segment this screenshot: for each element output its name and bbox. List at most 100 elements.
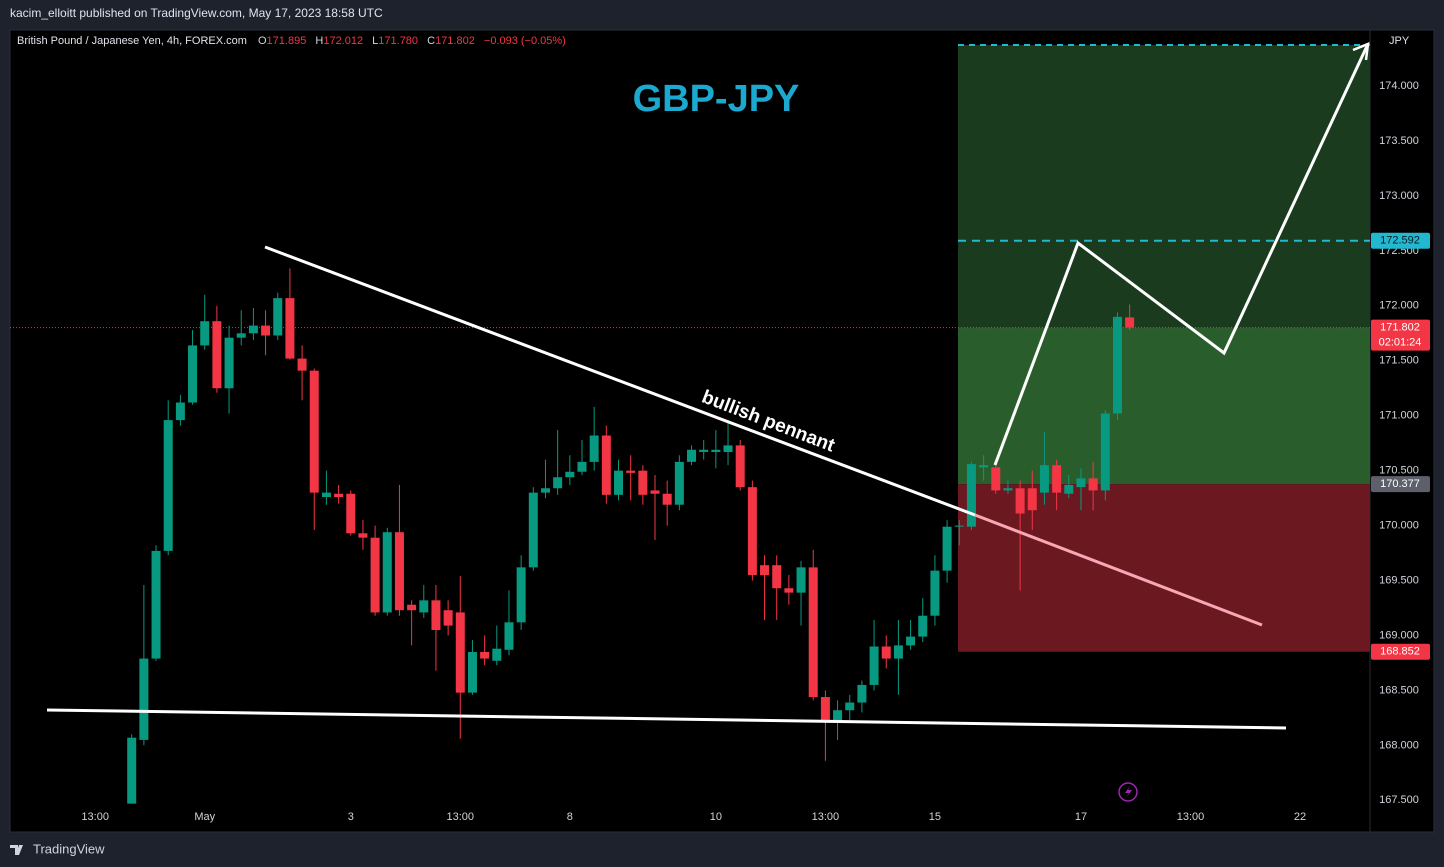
candle-body [553, 477, 563, 489]
pennant-lower-line [46, 708, 1287, 730]
candle-body [735, 445, 745, 488]
price-label: 170.377 [1380, 478, 1420, 490]
y-tick-label: 171.000 [1379, 410, 1419, 422]
candle-body [492, 648, 502, 661]
brand: TradingView [33, 841, 105, 856]
footer: TradingView [10, 841, 105, 856]
y-tick-label: 169.000 [1379, 629, 1419, 641]
pennant-projection [974, 513, 1263, 627]
candle-body [261, 325, 271, 336]
x-tick-label: 8 [567, 811, 573, 823]
y-tick-label: 169.500 [1379, 574, 1419, 586]
symbol-line: British Pound / Japanese Yen, 4h, FOREX.… [17, 35, 566, 47]
y-tick-label: 168.500 [1379, 684, 1419, 696]
candle-body [565, 471, 575, 478]
candle-body [881, 646, 891, 659]
y-tick-label: 173.000 [1379, 190, 1419, 202]
pennant-upper-line [264, 245, 976, 517]
candle-body [942, 526, 952, 571]
candle-body [516, 567, 526, 623]
price-label-bg [1371, 232, 1430, 249]
candle-body [577, 461, 587, 472]
candle-body [480, 651, 490, 659]
price-label-bg [1371, 476, 1430, 493]
position-tool [10, 44, 1370, 652]
candle-body [699, 449, 709, 452]
currency: JPY [1389, 35, 1410, 47]
candle-body [285, 298, 295, 359]
candle-body [321, 492, 331, 498]
target-zone [958, 45, 1370, 328]
y-tick-label: 170.500 [1379, 465, 1419, 477]
y-tick-label: 168.000 [1379, 739, 1419, 751]
candle-body [747, 487, 757, 576]
candle-body [930, 570, 940, 616]
y-tick-label: 172.000 [1379, 300, 1419, 312]
candle-body [346, 493, 356, 534]
price-label-bg [1371, 643, 1430, 660]
arrow-head [1352, 42, 1370, 61]
candle-body [370, 537, 380, 613]
drawings [46, 42, 1370, 730]
ohlc-key: O [258, 35, 267, 47]
candle-body [504, 622, 514, 650]
y-tick-label: 170.000 [1379, 520, 1419, 532]
candle-body [674, 461, 684, 505]
candle-body [687, 449, 697, 462]
x-tick-label: 3 [348, 811, 354, 823]
y-tick-label: 171.500 [1379, 355, 1419, 367]
candle-body [906, 636, 916, 646]
candle-body [297, 358, 307, 371]
publisher-line: kacim_elloitt published on TradingView.c… [10, 6, 383, 20]
candle-body [796, 567, 806, 593]
candle-body [893, 645, 903, 659]
candle-body [224, 337, 234, 389]
candle-body [188, 345, 198, 403]
stop-zone [958, 484, 1370, 652]
open-profit-zone [958, 327, 1370, 485]
y-tick-label: 167.500 [1379, 794, 1419, 806]
price-label: 171.802 [1380, 321, 1420, 333]
price-label: 172.592 [1380, 235, 1420, 247]
price-label-bg [1371, 319, 1430, 351]
y-tick-label: 174.000 [1379, 80, 1419, 92]
candle-body [723, 445, 733, 452]
candle-body [212, 321, 222, 389]
x-tick-label: 17 [1075, 811, 1087, 823]
candle-body [784, 588, 794, 593]
ohlc-key: L [372, 35, 378, 47]
candle-body [991, 467, 1001, 491]
candle-body [443, 610, 453, 626]
countdown: 02:01:24 [1379, 336, 1422, 348]
candle-body [918, 615, 928, 637]
candle-body [966, 464, 976, 527]
candle-body [139, 658, 149, 740]
candle-body [614, 470, 623, 495]
candle-body [772, 565, 782, 589]
candle-body [151, 550, 161, 659]
candle-body [626, 470, 636, 473]
ohlc-value: 171.895 [267, 35, 307, 47]
candle-body [857, 684, 867, 703]
chart-title: GBP-JPY [633, 78, 800, 120]
candle-body [419, 600, 429, 613]
candle-body [1027, 488, 1037, 511]
candle-body [760, 565, 770, 576]
candle-body [273, 298, 283, 336]
candle-body [601, 435, 611, 495]
candle-body [650, 490, 660, 494]
candle-body [236, 333, 246, 338]
candle-body [200, 321, 210, 346]
candle-body [455, 612, 465, 693]
y-tick-label: 173.500 [1379, 135, 1419, 147]
candle-body [1125, 317, 1135, 328]
candle-body [869, 646, 879, 685]
candles [127, 268, 1135, 804]
candle-body [1039, 465, 1049, 493]
candle-body [1064, 484, 1074, 494]
candle-body [808, 567, 818, 698]
candle-body [711, 449, 721, 452]
candle-body [1003, 488, 1013, 491]
candle-body [334, 493, 344, 498]
